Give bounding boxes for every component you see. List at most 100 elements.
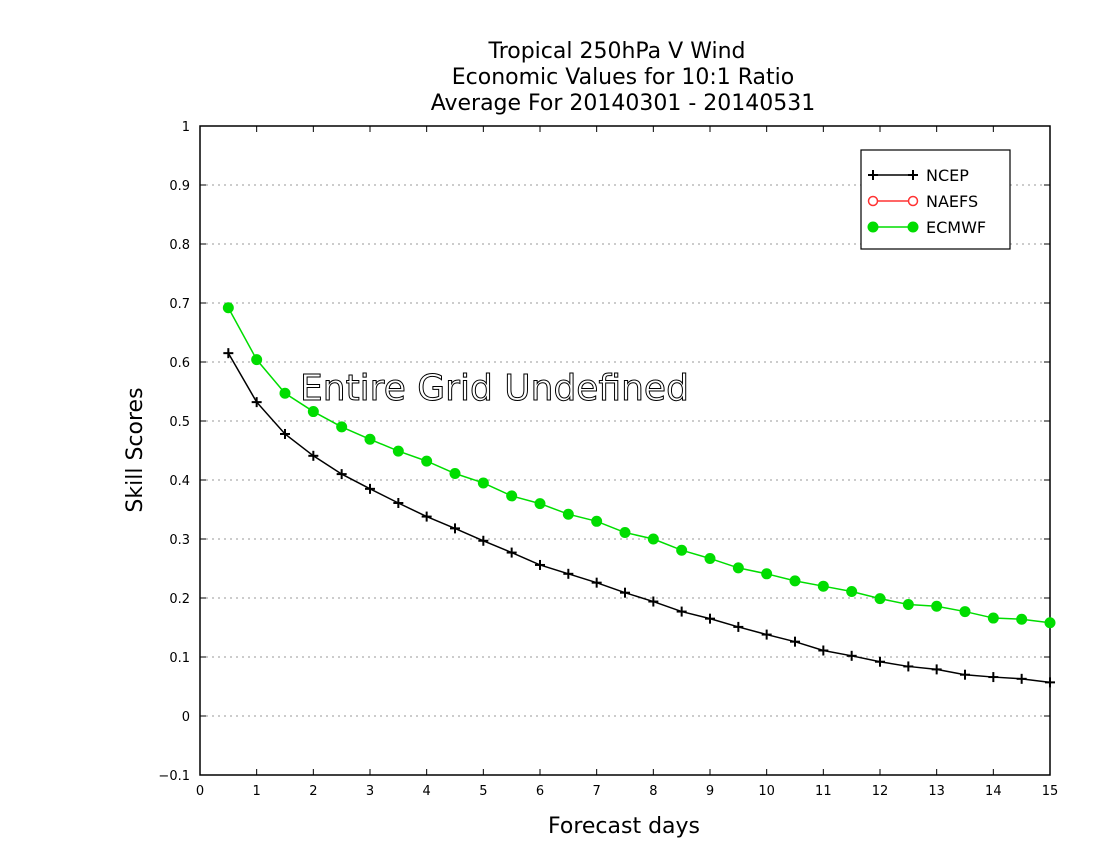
y-tick-label: 0.5	[169, 415, 190, 430]
data-point-ncep	[846, 650, 857, 661]
legend-label-naefs: NAEFS	[926, 192, 978, 211]
data-point-ecmwf	[1016, 613, 1028, 625]
data-point-ncep	[450, 523, 460, 534]
x-tick-label: 5	[479, 784, 487, 799]
plot-frame	[199, 125, 1051, 776]
y-axis-label: Skill Scores	[123, 387, 148, 512]
data-point-ecmwf	[506, 490, 518, 502]
data-point-ncep	[761, 629, 772, 640]
data-point-ncep	[648, 596, 659, 607]
y-tick-label: 0.6	[169, 356, 190, 371]
data-point-ecmwf	[336, 421, 348, 433]
data-point-ncep	[535, 559, 545, 570]
data-point-ecmwf	[421, 455, 433, 467]
data-point-ncep	[336, 469, 347, 480]
y-axis-ticks: −0.1 0 0.1 0.2 0.3 0.4 0.5 0.6 0.7 0.8 0.9 1	[158, 120, 1050, 784]
x-tick-label: 3	[366, 784, 374, 799]
data-point-ecmwf	[222, 302, 234, 314]
annotation-text: Entire Grid Undefined	[300, 368, 689, 409]
data-point-ncep	[931, 664, 942, 675]
chart-title-line-3: Average For 20140301 - 20140531	[431, 91, 816, 116]
data-point-ncep	[620, 587, 630, 598]
data-point-ncep	[308, 450, 319, 461]
x-tick-label: 2	[309, 784, 317, 799]
y-tick-label: 0.3	[169, 533, 190, 548]
legend-marker-ecmwf	[907, 221, 919, 233]
y-tick-label: 0.7	[169, 297, 190, 312]
legend-label-ncep: NCEP	[926, 166, 969, 185]
data-point-ncep	[251, 397, 262, 408]
x-tick-label: 11	[815, 784, 832, 799]
data-point-ncep	[591, 577, 602, 588]
x-tick-label: 12	[872, 784, 889, 799]
data-point-ecmwf	[1044, 617, 1056, 629]
data-point-ncep	[280, 428, 290, 439]
y-tick-label: 1	[182, 120, 190, 135]
legend-marker-ecmwf	[867, 221, 879, 233]
data-point-ncep	[478, 535, 489, 546]
data-point-ncep	[790, 636, 800, 647]
chart-title-line-2: Economic Values for 10:1 Ratio	[452, 65, 794, 90]
data-point-ecmwf	[477, 477, 489, 489]
data-point-ncep	[705, 613, 715, 624]
data-point-ecmwf	[449, 468, 461, 480]
legend-box	[860, 149, 1011, 250]
y-tick-label: 0.9	[169, 179, 190, 194]
data-point-ecmwf	[392, 445, 404, 457]
data-point-ecmwf	[591, 515, 603, 527]
data-point-ncep	[988, 672, 999, 683]
x-axis-ticks: 0 1 2 3 4 5 6 7 8 9 10 11 12 13 14 15	[196, 126, 1058, 799]
y-tick-label: 0.1	[169, 651, 190, 666]
x-tick-label: 15	[1042, 784, 1059, 799]
legend-marker-naefs	[907, 195, 919, 207]
data-point-ecmwf	[987, 612, 999, 624]
data-point-ecmwf	[647, 533, 659, 545]
y-tick-label: −0.1	[158, 769, 190, 784]
data-point-ecmwf	[704, 552, 716, 564]
legend-marker-ncep	[868, 170, 878, 180]
gridlines	[200, 184, 1050, 717]
data-point-ecmwf	[307, 406, 319, 418]
x-tick-label: 13	[928, 784, 945, 799]
data-point-ecmwf	[732, 562, 744, 574]
data-point-ecmwf	[931, 600, 943, 612]
data-point-ecmwf	[534, 498, 546, 510]
legend-label-ecmwf: ECMWF	[926, 218, 986, 237]
x-tick-label: 14	[985, 784, 1002, 799]
y-tick-label: 0.8	[169, 238, 190, 253]
x-tick-label: 10	[758, 784, 775, 799]
data-point-ecmwf	[562, 508, 574, 520]
data-point-ecmwf	[761, 568, 773, 580]
data-point-ecmwf	[676, 544, 688, 556]
data-point-ecmwf	[874, 593, 886, 605]
data-point-ncep	[1016, 673, 1027, 684]
data-point-ecmwf	[959, 606, 971, 618]
data-point-ncep	[365, 483, 375, 494]
data-point-ncep	[421, 511, 432, 522]
legend-marker-ncep	[908, 170, 918, 180]
data-point-ncep	[818, 645, 829, 656]
data-point-ncep	[676, 606, 687, 617]
series-line-ecmwf	[227, 307, 1051, 624]
legend: NCEP NAEFS ECMWF	[860, 149, 1011, 250]
y-tick-label: 0.2	[169, 592, 190, 607]
data-point-ecmwf	[817, 580, 829, 592]
x-tick-label: 4	[423, 784, 431, 799]
x-tick-label: 6	[536, 784, 544, 799]
x-tick-label: 0	[196, 784, 204, 799]
y-tick-label: 0.4	[169, 474, 190, 489]
y-tick-label: 0	[182, 710, 190, 725]
x-tick-label: 9	[706, 784, 714, 799]
series-group	[222, 302, 1056, 688]
data-point-ncep	[223, 348, 234, 359]
x-tick-label: 1	[253, 784, 261, 799]
data-point-ecmwf	[251, 354, 263, 366]
legend-marker-naefs	[867, 195, 879, 207]
data-point-ncep	[1045, 677, 1055, 688]
data-point-ecmwf	[846, 586, 858, 598]
data-point-ncep	[960, 669, 970, 680]
data-point-ecmwf	[789, 575, 801, 587]
data-point-ncep	[875, 656, 885, 667]
data-point-ecmwf	[902, 598, 914, 610]
